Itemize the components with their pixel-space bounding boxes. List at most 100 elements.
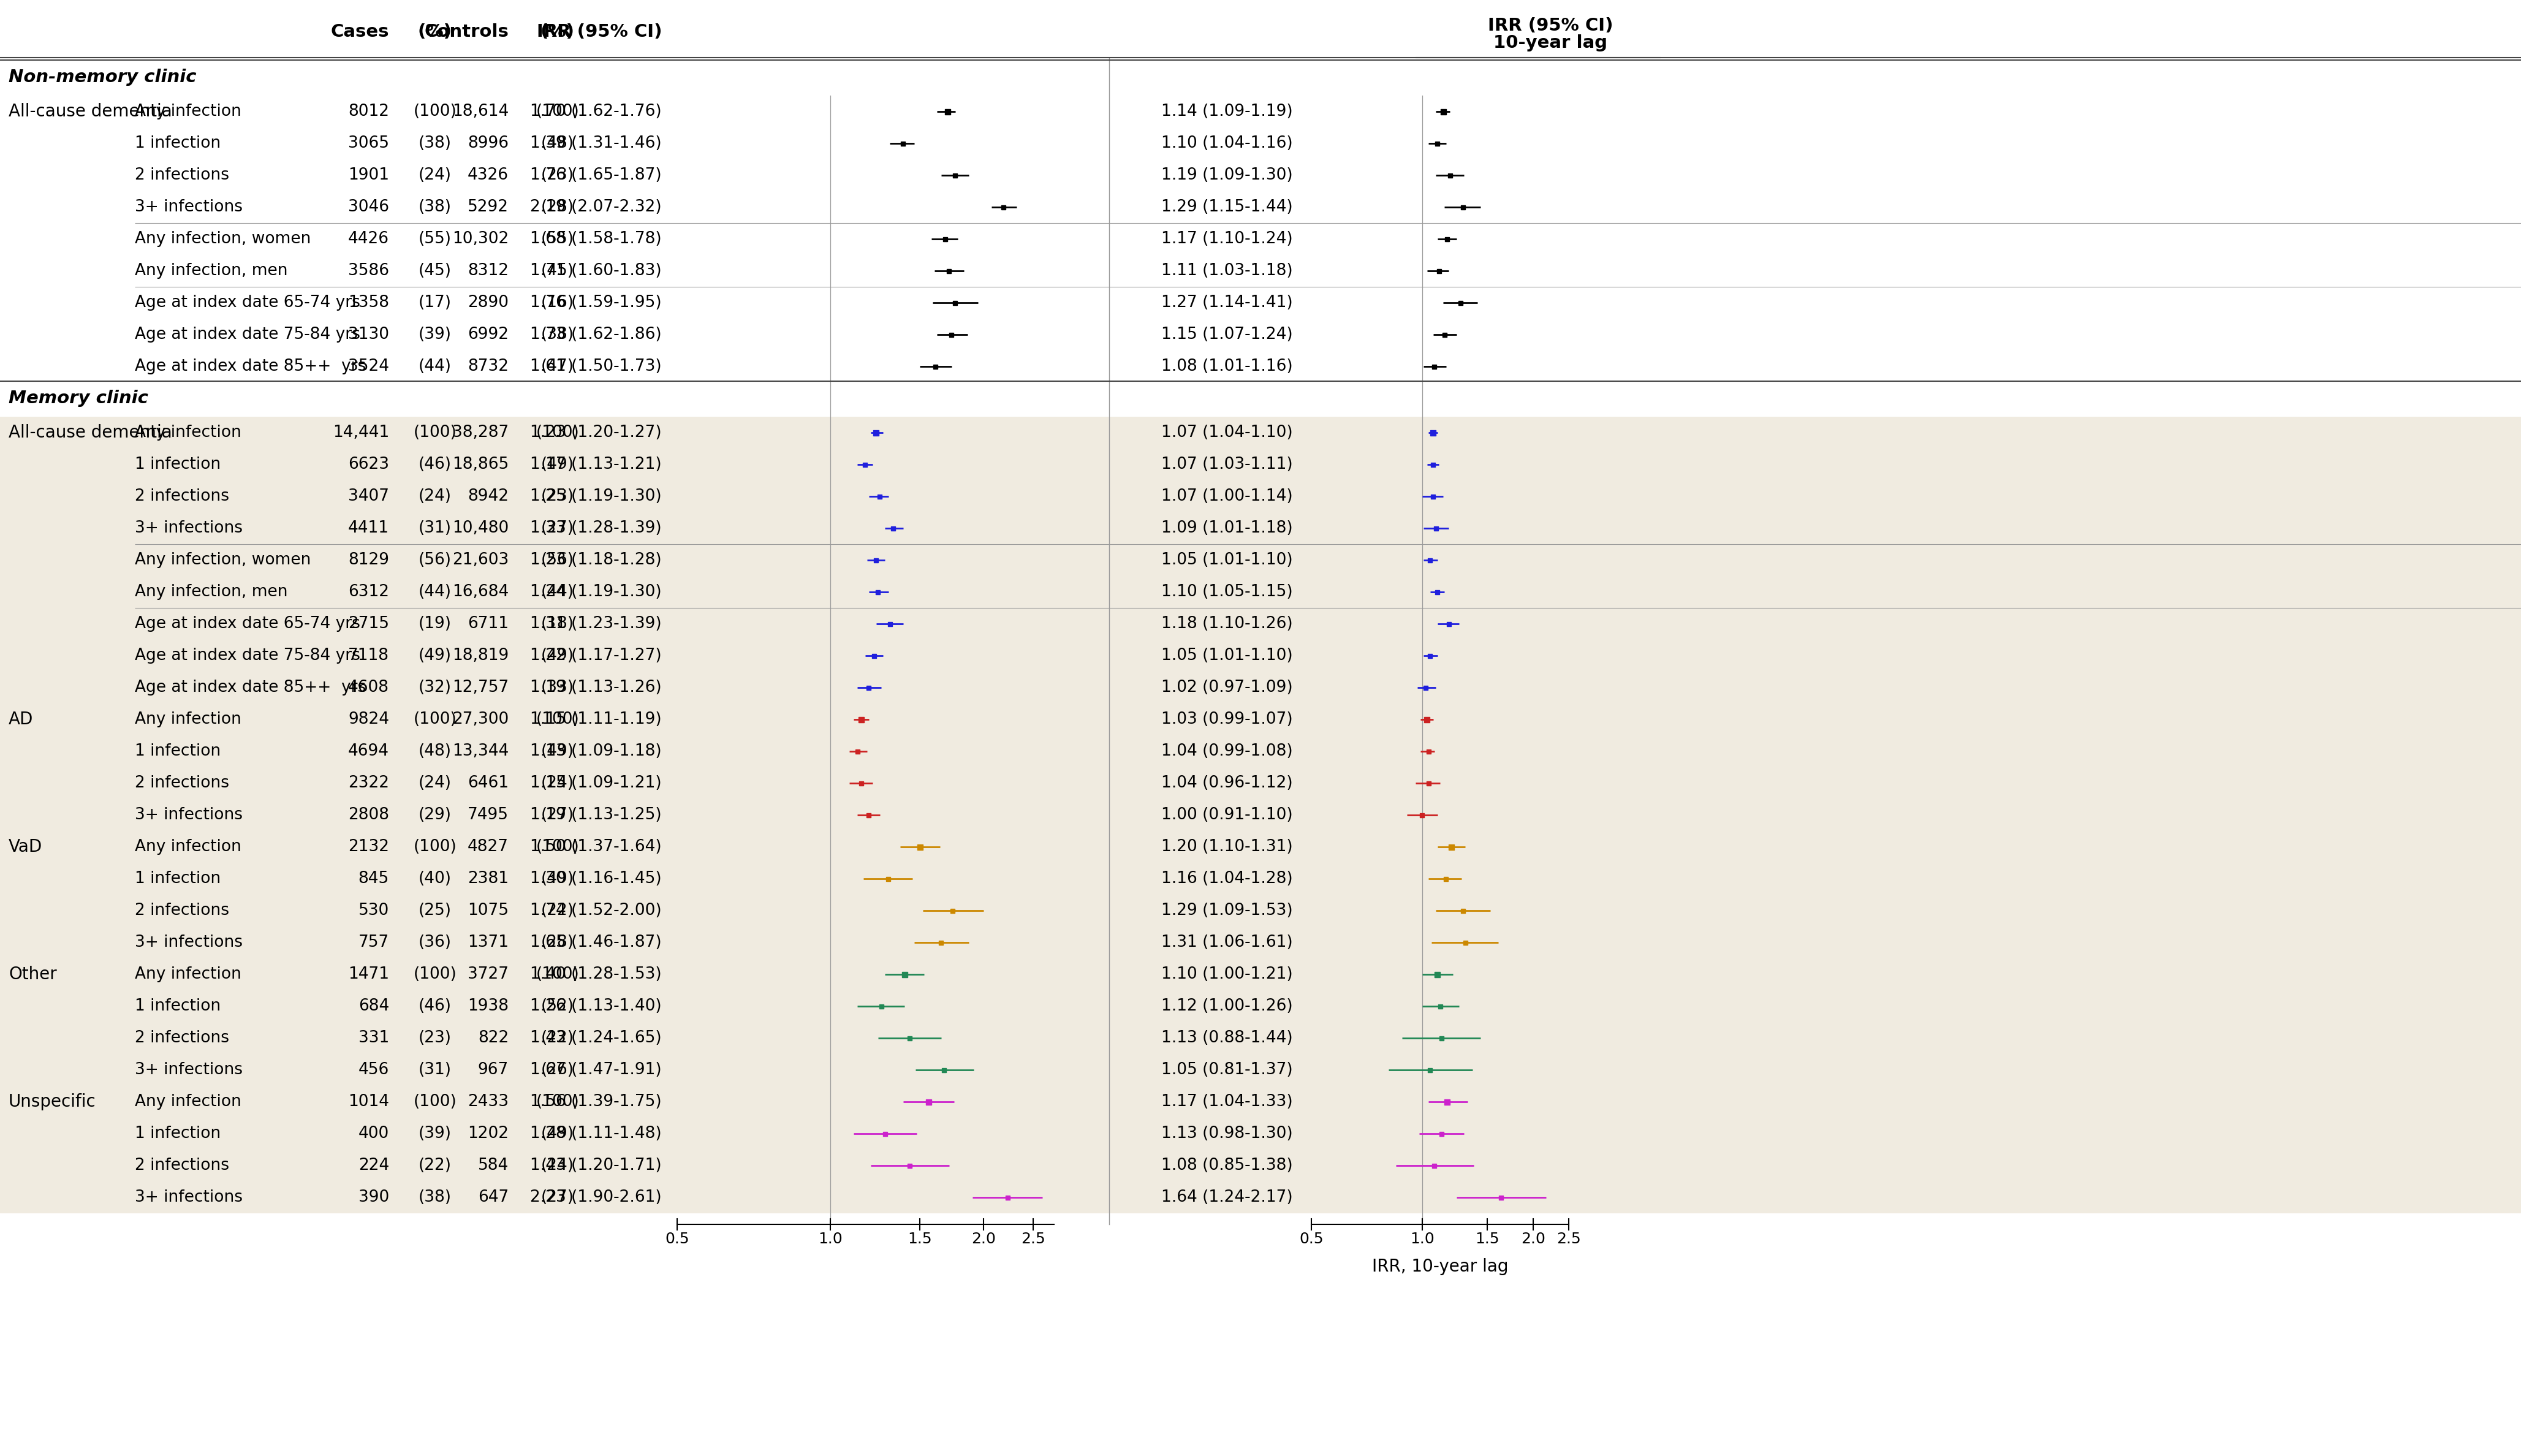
- Text: 4326: 4326: [466, 167, 509, 183]
- Text: Age at index date 65-74 yrs: Age at index date 65-74 yrs: [134, 294, 361, 310]
- Text: (49): (49): [542, 871, 575, 887]
- Text: 2 infections: 2 infections: [134, 1158, 229, 1174]
- Text: Age at index date 75-84 yrs: Age at index date 75-84 yrs: [134, 326, 361, 342]
- Text: 224: 224: [358, 1158, 388, 1174]
- Bar: [0, 60, 2521, 95]
- Bar: [948, 269, 950, 274]
- Bar: [887, 622, 892, 626]
- Text: (100): (100): [413, 712, 456, 728]
- Text: 1.25 (1.19-1.30): 1.25 (1.19-1.30): [529, 488, 663, 504]
- Bar: [1445, 1099, 1450, 1105]
- Text: 1.18 (1.10-1.26): 1.18 (1.10-1.26): [1162, 616, 1293, 632]
- Bar: [882, 1131, 887, 1136]
- Text: 2 infections: 2 infections: [134, 488, 229, 504]
- Bar: [1462, 941, 1467, 945]
- Text: (56): (56): [542, 552, 575, 568]
- Text: 18,614: 18,614: [451, 103, 509, 119]
- Text: 1.67 (1.47-1.91): 1.67 (1.47-1.91): [529, 1061, 663, 1077]
- Text: (45): (45): [542, 264, 575, 278]
- Text: (26): (26): [542, 1061, 575, 1077]
- Bar: [1434, 141, 1439, 146]
- Text: 2.23 (1.90-2.61): 2.23 (1.90-2.61): [529, 1190, 663, 1206]
- Bar: [0, 831, 2521, 863]
- Text: 1.39 (1.31-1.46): 1.39 (1.31-1.46): [529, 135, 663, 151]
- Text: 1.5: 1.5: [908, 1232, 933, 1246]
- Text: 1.65 (1.46-1.87): 1.65 (1.46-1.87): [529, 935, 663, 951]
- Bar: [1450, 844, 1455, 850]
- Text: 6623: 6623: [348, 457, 388, 472]
- Text: (44): (44): [418, 358, 451, 374]
- Text: 3+ infections: 3+ infections: [134, 199, 242, 215]
- Text: 1 infection: 1 infection: [134, 1125, 222, 1142]
- Bar: [933, 364, 938, 368]
- Text: 21,603: 21,603: [451, 552, 509, 568]
- Text: 6711: 6711: [466, 616, 509, 632]
- Text: 0.5: 0.5: [666, 1232, 688, 1246]
- Text: (29): (29): [418, 807, 451, 823]
- Text: 1.05 (1.01-1.10): 1.05 (1.01-1.10): [1162, 552, 1293, 568]
- Bar: [925, 1099, 930, 1105]
- Text: 3065: 3065: [348, 135, 388, 151]
- Text: 1.13 (1.09-1.18): 1.13 (1.09-1.18): [529, 744, 663, 759]
- Bar: [0, 1054, 2521, 1086]
- Text: 1.20 (1.10-1.31): 1.20 (1.10-1.31): [1162, 839, 1293, 855]
- Text: IRR, 10-year lag: IRR, 10-year lag: [1371, 1258, 1508, 1275]
- Text: 331: 331: [358, 1029, 388, 1045]
- Bar: [855, 750, 860, 753]
- Text: 1.19 (1.13-1.26): 1.19 (1.13-1.26): [529, 680, 663, 696]
- Text: 1.09 (1.01-1.18): 1.09 (1.01-1.18): [1162, 520, 1293, 536]
- Bar: [867, 686, 870, 690]
- Text: (27): (27): [542, 1190, 575, 1206]
- Text: 1.17 (1.13-1.21): 1.17 (1.13-1.21): [529, 457, 663, 472]
- Text: (45): (45): [418, 264, 451, 278]
- Bar: [0, 159, 2521, 191]
- Bar: [0, 1181, 2521, 1213]
- Text: 1.08 (0.85-1.38): 1.08 (0.85-1.38): [1162, 1158, 1293, 1174]
- Text: 2433: 2433: [466, 1093, 509, 1109]
- Text: 1014: 1014: [348, 1093, 388, 1109]
- Text: 2322: 2322: [348, 775, 388, 791]
- Bar: [892, 526, 895, 530]
- Bar: [1432, 463, 1434, 466]
- Text: 10,302: 10,302: [451, 232, 509, 248]
- Bar: [0, 128, 2521, 159]
- Text: 3586: 3586: [348, 264, 388, 278]
- Text: 2132: 2132: [348, 839, 388, 855]
- Text: 0.5: 0.5: [1298, 1232, 1324, 1246]
- Bar: [1445, 877, 1447, 881]
- Text: 1 infection: 1 infection: [134, 999, 222, 1015]
- Text: 10-year lag: 10-year lag: [1492, 35, 1608, 51]
- Bar: [887, 877, 890, 881]
- Text: 3727: 3727: [466, 967, 509, 983]
- Text: 1.43 (1.20-1.71): 1.43 (1.20-1.71): [529, 1158, 663, 1174]
- Bar: [0, 671, 2521, 703]
- Text: (27): (27): [542, 520, 575, 536]
- Text: 2890: 2890: [466, 294, 509, 310]
- Bar: [0, 480, 2521, 513]
- Text: Any infection: Any infection: [134, 1093, 242, 1109]
- Text: 1358: 1358: [348, 294, 388, 310]
- Text: 2 infections: 2 infections: [134, 1029, 229, 1045]
- Text: Any infection, men: Any infection, men: [134, 584, 287, 600]
- Text: AD: AD: [8, 711, 33, 728]
- Bar: [1432, 364, 1437, 368]
- Bar: [0, 381, 2521, 415]
- Text: 1.15 (1.07-1.24): 1.15 (1.07-1.24): [1162, 326, 1293, 342]
- Text: (39): (39): [418, 326, 451, 342]
- Bar: [0, 577, 2521, 609]
- Text: 4426: 4426: [348, 232, 388, 248]
- Text: (38): (38): [542, 326, 575, 342]
- Text: (100): (100): [537, 1093, 580, 1109]
- Text: 1.12 (1.00-1.26): 1.12 (1.00-1.26): [1162, 999, 1293, 1015]
- Text: (32): (32): [418, 680, 451, 696]
- Bar: [1437, 1005, 1442, 1009]
- Bar: [0, 767, 2521, 799]
- Text: (38): (38): [418, 135, 451, 151]
- Text: 1.26 (1.13-1.40): 1.26 (1.13-1.40): [529, 999, 663, 1015]
- Text: 1.23 (1.20-1.27): 1.23 (1.20-1.27): [529, 425, 663, 441]
- Text: 2.19 (2.07-2.32): 2.19 (2.07-2.32): [529, 199, 663, 215]
- Bar: [862, 463, 867, 466]
- Bar: [940, 1067, 945, 1072]
- Text: (55): (55): [418, 232, 451, 248]
- Text: Cases: Cases: [330, 23, 388, 41]
